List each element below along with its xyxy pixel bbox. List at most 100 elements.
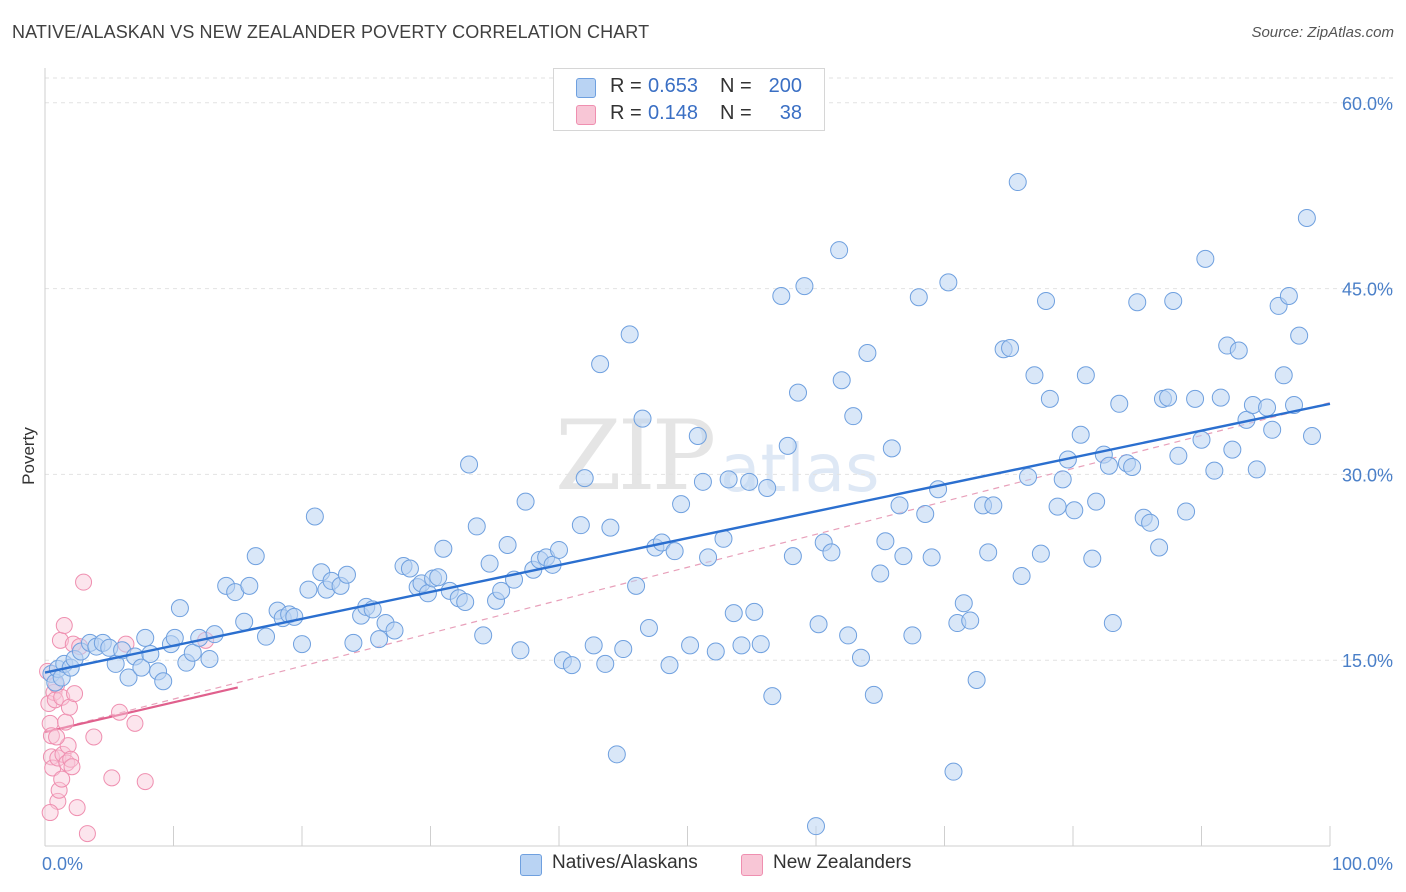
data-point-natives-alaskans	[672, 495, 691, 514]
data-point-natives-alaskans	[607, 745, 626, 764]
data-point-natives-alaskans	[460, 455, 479, 474]
legend-n-value: 38	[779, 102, 802, 124]
data-point-natives-alaskans	[516, 492, 535, 511]
data-point-natives-alaskans	[979, 543, 998, 562]
data-point-natives-alaskans	[1169, 446, 1188, 465]
data-point-natives-alaskans	[119, 668, 138, 687]
data-point-natives-alaskans	[240, 576, 259, 595]
data-point-natives-alaskans	[783, 547, 802, 566]
data-point-natives-alaskans	[370, 630, 389, 649]
data-point-natives-alaskans	[1110, 394, 1129, 413]
data-point-natives-alaskans	[903, 626, 922, 645]
legend-swatch-blue	[520, 854, 542, 876]
y-tick-label: 30.0%	[1342, 465, 1393, 485]
data-point-natives-alaskans	[434, 539, 453, 558]
axes	[44, 68, 1331, 847]
data-point-natives-alaskans	[1040, 389, 1059, 408]
data-point-natives-alaskans	[1103, 614, 1122, 633]
data-point-natives-alaskans	[864, 685, 883, 704]
data-point-natives-alaskans	[1071, 425, 1090, 444]
data-point-new-zealanders	[111, 703, 129, 721]
x-tick-label: 100.0%	[1332, 854, 1393, 874]
data-point-natives-alaskans	[876, 532, 895, 551]
data-point-natives-alaskans	[858, 343, 877, 362]
points-natives-alaskans	[42, 173, 1322, 836]
watermark-atlas: atlas	[720, 430, 880, 507]
data-point-natives-alaskans	[909, 288, 928, 307]
data-point-natives-alaskans	[809, 615, 828, 634]
legend-swatch-pink	[741, 854, 763, 876]
legend-label-natives: Natives/Alaskans	[552, 852, 698, 873]
data-point-natives-alaskans	[1177, 502, 1196, 521]
data-point-natives-alaskans	[246, 547, 265, 566]
legend-r-label: R =	[610, 75, 642, 97]
data-point-new-zealanders	[59, 737, 77, 755]
data-point-natives-alaskans	[1008, 173, 1027, 192]
data-point-natives-alaskans	[789, 383, 808, 402]
x-tick-label: 0.0%	[42, 854, 83, 874]
data-point-natives-alaskans	[758, 479, 777, 498]
data-point-natives-alaskans	[724, 604, 743, 623]
data-point-natives-alaskans	[939, 273, 958, 292]
data-point-new-zealanders	[68, 799, 86, 817]
data-point-natives-alaskans	[571, 516, 590, 535]
data-point-natives-alaskans	[1303, 426, 1322, 445]
data-point-natives-alaskans	[699, 548, 718, 567]
data-point-natives-alaskans	[429, 568, 448, 587]
data-point-new-zealanders	[63, 758, 81, 776]
data-point-natives-alaskans	[1128, 293, 1147, 312]
data-point-natives-alaskans	[1211, 388, 1230, 407]
data-point-natives-alaskans	[1159, 388, 1178, 407]
chart-title: NATIVE/ALASKAN VS NEW ZEALANDER POVERTY …	[12, 22, 650, 42]
trend-line-new-zealanders	[44, 686, 238, 734]
data-point-natives-alaskans	[1258, 398, 1277, 417]
data-point-natives-alaskans	[807, 817, 825, 836]
data-point-natives-alaskans	[550, 540, 568, 559]
data-point-natives-alaskans	[627, 576, 646, 595]
data-point-new-zealanders	[85, 728, 103, 746]
data-point-natives-alaskans	[1083, 549, 1102, 568]
data-point-natives-alaskans	[1186, 389, 1205, 408]
data-point-natives-alaskans	[337, 565, 356, 584]
data-point-natives-alaskans	[456, 592, 475, 611]
data-point-natives-alaskans	[772, 287, 791, 306]
data-point-natives-alaskans	[822, 543, 841, 562]
data-point-natives-alaskans	[693, 472, 712, 491]
data-point-natives-alaskans	[1164, 291, 1183, 310]
data-point-new-zealanders	[50, 781, 68, 799]
data-point-new-zealanders	[55, 617, 73, 635]
data-point-natives-alaskans	[894, 547, 913, 566]
data-point-new-zealanders	[53, 770, 71, 788]
data-point-natives-alaskans	[1274, 366, 1293, 385]
data-point-natives-alaskans	[916, 505, 935, 524]
points-new-zealanders	[39, 573, 215, 843]
data-point-natives-alaskans	[844, 407, 863, 426]
data-point-natives-alaskans	[1031, 544, 1050, 563]
data-point-natives-alaskans	[1076, 366, 1095, 385]
data-point-natives-alaskans	[851, 648, 870, 667]
data-point-new-zealanders	[78, 825, 96, 843]
data-point-natives-alaskans	[480, 554, 499, 573]
y-tick-label: 15.0%	[1342, 651, 1393, 671]
legend-r-value: 0.653	[648, 75, 699, 97]
data-point-natives-alaskans	[1012, 566, 1031, 585]
data-point-natives-alaskans	[596, 654, 615, 673]
data-point-natives-alaskans	[141, 645, 160, 663]
data-point-natives-alaskans	[1001, 339, 1020, 358]
legend-n-label: N =	[720, 102, 752, 124]
data-point-natives-alaskans	[1053, 470, 1072, 489]
source-label: Source: ZipAtlas.com	[1251, 24, 1394, 41]
data-point-natives-alaskans	[1025, 366, 1044, 385]
y-tick-label: 60.0%	[1342, 94, 1393, 114]
trend-line-new-zealanders-dashed	[44, 401, 1331, 733]
data-point-natives-alaskans	[1065, 501, 1084, 520]
data-point-natives-alaskans	[882, 439, 901, 458]
data-point-natives-alaskans	[639, 618, 658, 637]
data-point-natives-alaskans	[751, 635, 770, 654]
data-point-natives-alaskans	[961, 611, 980, 630]
data-point-natives-alaskans	[1279, 287, 1298, 306]
data-point-natives-alaskans	[1048, 497, 1067, 516]
data-point-natives-alaskans	[681, 636, 700, 655]
data-point-natives-alaskans	[660, 656, 679, 675]
data-point-new-zealanders	[103, 769, 121, 787]
